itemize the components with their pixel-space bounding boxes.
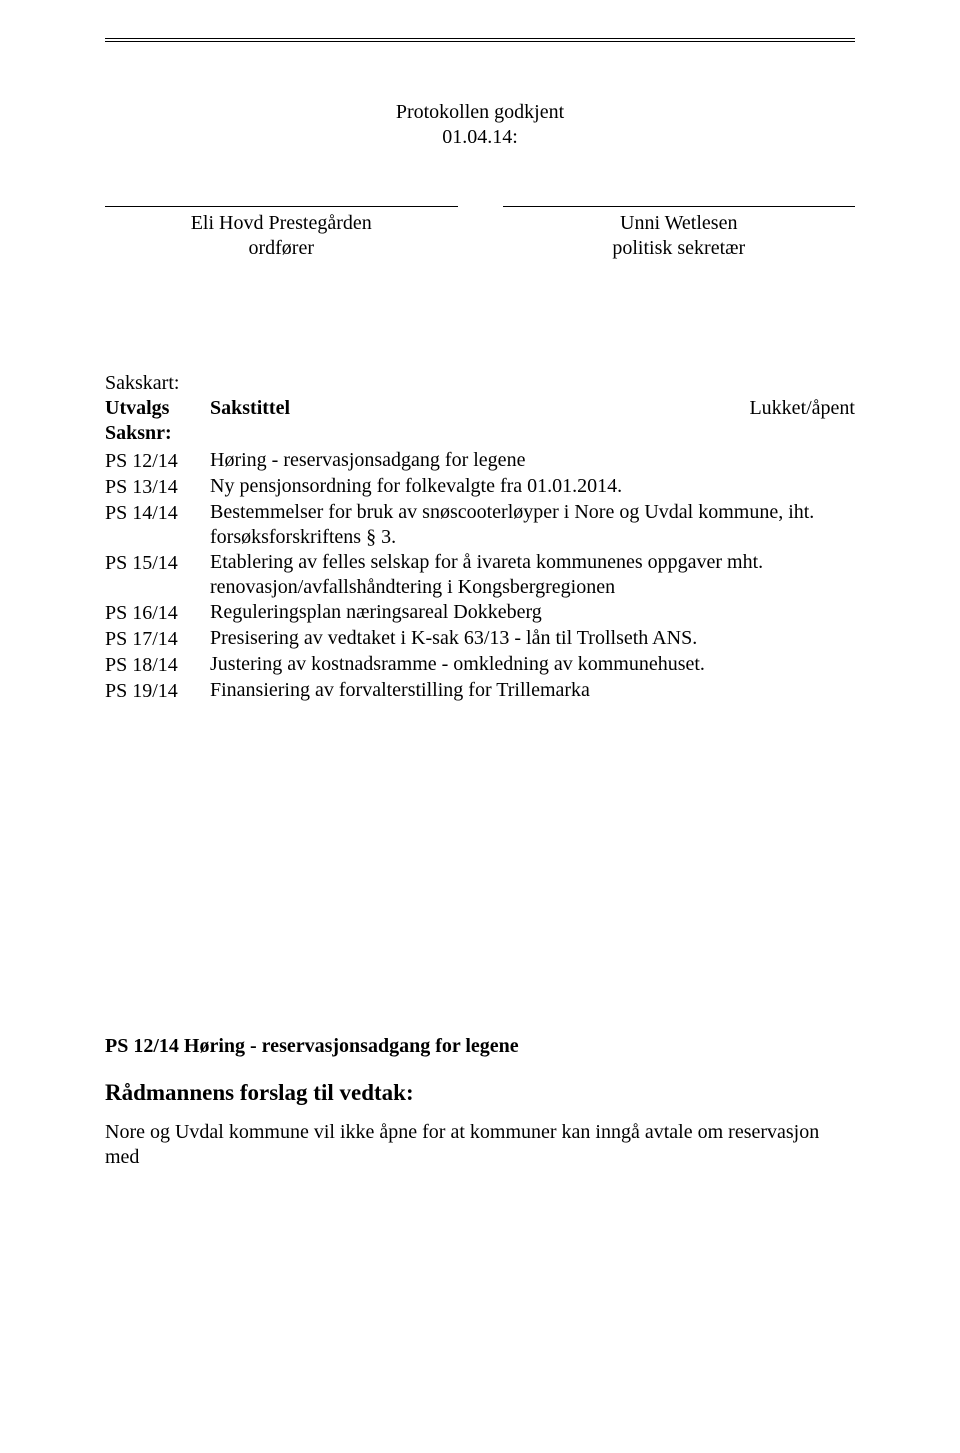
signature-line-left bbox=[105, 206, 458, 207]
agenda-row: PS 14/14Bestemmelser for bruk av snøscoo… bbox=[105, 500, 855, 550]
agenda-table: PS 12/14Høring - reservasjonsadgang for … bbox=[105, 448, 855, 704]
approval-line-2: 01.04.14: bbox=[105, 125, 855, 150]
agenda-item-ref: PS 13/14 bbox=[105, 474, 210, 500]
agenda-item-title: Justering av kostnadsramme - omkledning … bbox=[210, 652, 855, 677]
agenda-item-title: Høring - reservasjonsadgang for legene bbox=[210, 448, 855, 473]
signature-right: Unni Wetlesen politisk sekretær bbox=[503, 206, 856, 261]
agenda-col-ref-line1: Utvalgs bbox=[105, 396, 210, 421]
agenda-item-title: Reguleringsplan næringsareal Dokkeberg bbox=[210, 600, 855, 625]
agenda-col-status: Lukket/åpent bbox=[725, 396, 855, 446]
agenda-row: PS 17/14Presisering av vedtaket i K-sak … bbox=[105, 626, 855, 652]
agenda-item-ref: PS 17/14 bbox=[105, 626, 210, 652]
agenda-row: PS 15/14Etablering av felles selskap for… bbox=[105, 550, 855, 600]
approval-block: Protokollen godkjent 01.04.14: bbox=[105, 100, 855, 150]
agenda-item-title: Etablering av felles selskap for å ivare… bbox=[210, 550, 855, 600]
agenda-row: PS 16/14Reguleringsplan næringsareal Dok… bbox=[105, 600, 855, 626]
agenda-item-ref: PS 16/14 bbox=[105, 600, 210, 626]
document-page: Protokollen godkjent 01.04.14: Eli Hovd … bbox=[0, 38, 960, 1453]
signature-name-right: Unni Wetlesen bbox=[503, 211, 856, 236]
agenda-item-title: Presisering av vedtaket i K-sak 63/13 - … bbox=[210, 626, 855, 651]
agenda-item-ref: PS 12/14 bbox=[105, 448, 210, 474]
agenda-item-ref: PS 18/14 bbox=[105, 652, 210, 678]
agenda-col-ref-line2: Saksnr: bbox=[105, 421, 210, 446]
agenda-item-title: Bestemmelser for bruk av snøscooterløype… bbox=[210, 500, 855, 550]
top-horizontal-rule bbox=[105, 38, 855, 42]
signature-left: Eli Hovd Prestegården ordfører bbox=[105, 206, 458, 261]
signature-role-left: ordfører bbox=[105, 236, 458, 261]
agenda-row: PS 12/14Høring - reservasjonsadgang for … bbox=[105, 448, 855, 474]
agenda-item-title: Finansiering av forvalterstilling for Tr… bbox=[210, 678, 855, 703]
signature-name-left: Eli Hovd Prestegården bbox=[105, 211, 458, 236]
section-body: Nore og Uvdal kommune vil ikke åpne for … bbox=[105, 1120, 855, 1170]
agenda-item-ref: PS 19/14 bbox=[105, 678, 210, 704]
signature-role-right: politisk sekretær bbox=[503, 236, 856, 261]
signature-row: Eli Hovd Prestegården ordfører Unni Wetl… bbox=[105, 206, 855, 261]
agenda-col-ref: Utvalgs Saksnr: bbox=[105, 396, 210, 446]
signature-line-right bbox=[503, 206, 856, 207]
approval-line-1: Protokollen godkjent bbox=[105, 100, 855, 125]
agenda-item-ref: PS 15/14 bbox=[105, 550, 210, 576]
agenda-row: PS 13/14Ny pensjonsordning for folkevalg… bbox=[105, 474, 855, 500]
section-subheading: Rådmannens forslag til vedtak: bbox=[105, 1079, 855, 1108]
agenda-row: PS 19/14Finansiering av forvalterstillin… bbox=[105, 678, 855, 704]
agenda-col-title: Sakstittel bbox=[210, 396, 725, 446]
agenda-header: Sakskart: Utvalgs Saksnr: Sakstittel Luk… bbox=[105, 371, 855, 446]
agenda-item-title: Ny pensjonsordning for folkevalgte fra 0… bbox=[210, 474, 855, 499]
section-heading: PS 12/14 Høring - reservasjonsadgang for… bbox=[105, 1034, 855, 1059]
agenda-row: PS 18/14Justering av kostnadsramme - omk… bbox=[105, 652, 855, 678]
agenda-item-ref: PS 14/14 bbox=[105, 500, 210, 526]
agenda-label: Sakskart: bbox=[105, 371, 855, 396]
